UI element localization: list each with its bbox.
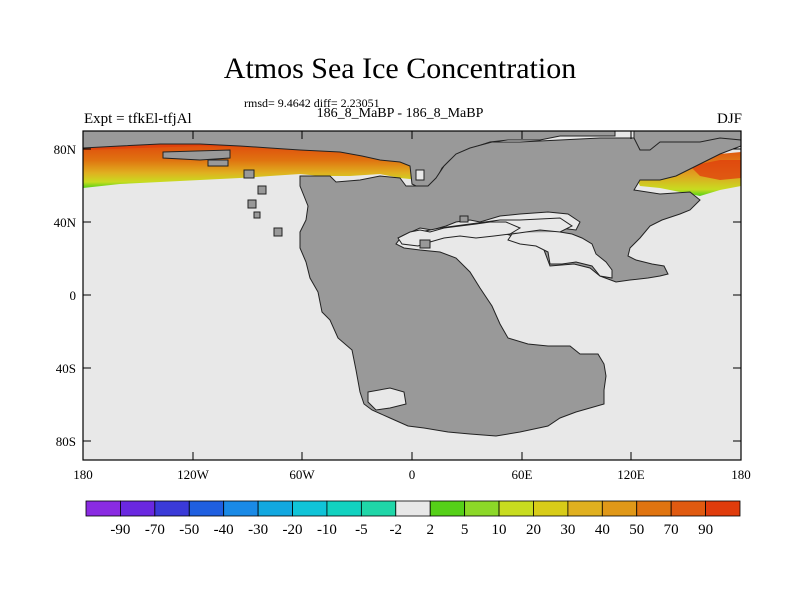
y-tick-labels: 80N 40N 0 40S 80S	[54, 142, 77, 449]
colorbar-swatch	[223, 500, 259, 517]
map-title: Atmos Sea Ice Concentration	[223, 52, 577, 85]
colorbar-swatch	[464, 500, 500, 517]
colorbar-label: 30	[560, 522, 575, 538]
sea-ice-anomaly-east	[635, 152, 741, 196]
colorbar-swatch	[601, 500, 638, 517]
x-tick-label: 0	[409, 467, 416, 482]
colorbar: -90 -70 -50 -40 -30 -20 -10 -5 -2 2 5 10 20 30 40 50 70 9…	[85, 500, 741, 538]
colorbar-swatch	[498, 500, 534, 517]
experiment-label: Expt = tfkEl-tfjAl	[84, 111, 192, 127]
colorbar-label: 50	[629, 522, 644, 538]
x-tick-label: 120E	[617, 467, 645, 482]
colorbar-swatch	[395, 500, 431, 517]
y-tick-label: 80S	[56, 434, 76, 449]
colorbar-label: -5	[355, 522, 368, 538]
colorbar-label: -2	[390, 522, 403, 538]
colorbar-swatch	[120, 500, 156, 517]
colorbar-swatch	[326, 500, 362, 517]
colorbar-swatch	[360, 500, 397, 517]
colorbar-swatch	[636, 500, 672, 517]
colorbar-swatch	[188, 500, 225, 517]
y-tick-label: 0	[70, 288, 77, 303]
x-tick-label: 60W	[289, 467, 315, 482]
colorbar-swatch	[533, 500, 569, 517]
y-tick-label: 40S	[56, 361, 76, 376]
colorbar-label: 20	[526, 522, 541, 538]
colorbar-label: -90	[110, 522, 130, 538]
colorbar-label: 5	[461, 522, 469, 538]
colorbar-label: 90	[698, 522, 713, 538]
colorbar-label: 10	[492, 522, 507, 538]
x-tick-label: 180	[73, 467, 93, 482]
colorbar-label: -20	[283, 522, 303, 538]
subtitle-label: 186_8_MaBP - 186_8_MaBP	[316, 106, 484, 121]
colorbar-swatch	[670, 500, 706, 517]
colorbar-label: 70	[664, 522, 679, 538]
colorbar-label: 2	[426, 522, 434, 538]
x-tick-label: 60E	[512, 467, 533, 482]
x-tick-label: 120W	[177, 467, 210, 482]
colorbar-label: -70	[145, 522, 165, 538]
x-tick-labels: 180 120W 60W 0 60E 120E 180	[73, 467, 751, 482]
colorbar-label: 40	[595, 522, 610, 538]
land-masses	[82, 130, 742, 437]
x-tick-label: 180	[731, 467, 751, 482]
colorbar-swatch	[154, 500, 190, 517]
colorbar-swatch	[705, 500, 741, 517]
season-label: DJF	[716, 111, 742, 127]
colorbar-swatch	[567, 500, 603, 517]
y-tick-label: 40N	[54, 215, 77, 230]
colorbar-swatch	[85, 500, 121, 517]
colorbar-label: -30	[248, 522, 268, 538]
colorbar-swatch	[429, 500, 466, 517]
stats-label: rmsd= 9.4642 diff= 2.23051	[244, 96, 380, 110]
y-tick-label: 80N	[54, 142, 77, 157]
colorbar-label: -10	[317, 522, 337, 538]
colorbar-swatch	[257, 500, 293, 517]
colorbar-swatch	[292, 500, 328, 517]
colorbar-label: -50	[179, 522, 199, 538]
colorbar-label: -40	[214, 522, 234, 538]
axis-ticks	[82, 131, 742, 460]
